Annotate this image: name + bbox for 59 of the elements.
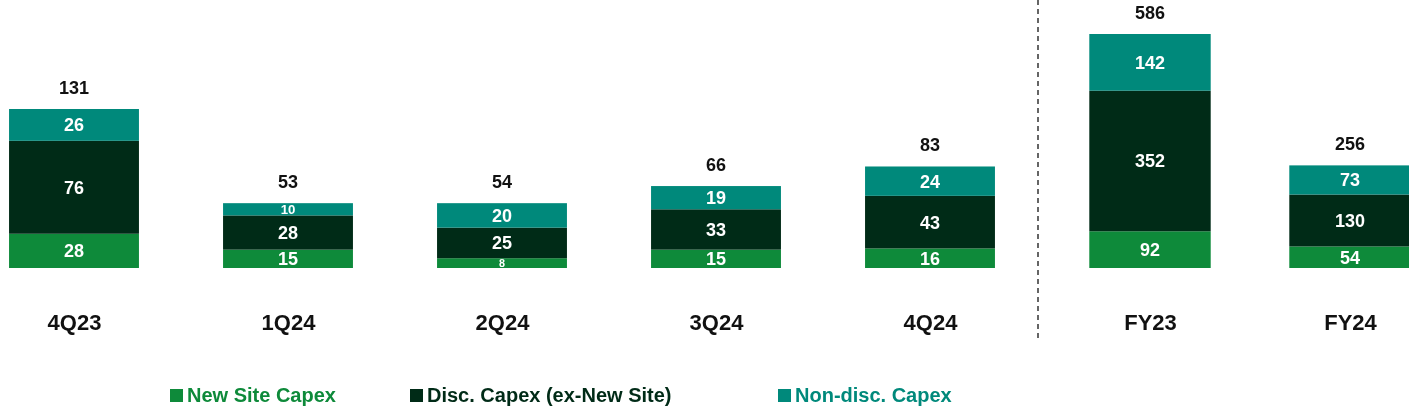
x-tick-label: 4Q24 (903, 309, 959, 335)
data-label: 26 (63, 115, 85, 136)
bar (437, 203, 567, 228)
x-tick-label: 3Q24 (689, 309, 745, 335)
legend-label: New Site Capex (187, 384, 336, 406)
bar (865, 195, 995, 249)
data-label: 25 (491, 233, 513, 254)
data-label: 73 (1339, 170, 1361, 191)
data-label: 19 (705, 188, 727, 209)
data-label: 10 (280, 202, 296, 218)
bar (1089, 34, 1211, 91)
bar (437, 227, 567, 259)
bar (1289, 246, 1409, 268)
bar (9, 233, 139, 268)
data-label: 92 (1139, 240, 1161, 261)
bar (651, 209, 781, 250)
bar (1089, 90, 1211, 232)
total-label: 83 (919, 135, 941, 156)
data-label: 15 (277, 249, 299, 270)
total-label: 586 (1134, 3, 1166, 23)
data-label: 54 (1339, 247, 1361, 268)
data-label: 15 (705, 249, 727, 270)
data-label: 130 (1334, 210, 1366, 231)
bar (223, 203, 353, 216)
bar (9, 140, 139, 234)
data-label: 16 (919, 248, 941, 269)
total-label: 54 (491, 172, 513, 193)
data-label: 28 (63, 241, 85, 262)
bar (865, 166, 995, 196)
data-label: 33 (705, 219, 727, 240)
bar (1089, 231, 1211, 268)
data-label: 28 (277, 223, 299, 244)
data-label: 20 (491, 205, 513, 226)
total-label: 53 (277, 172, 299, 193)
x-tick-label: 2Q24 (475, 309, 531, 335)
bar (223, 215, 353, 250)
data-label: 8 (499, 256, 505, 269)
bar (9, 109, 139, 141)
bar (437, 258, 567, 268)
data-label: 352 (1134, 151, 1166, 172)
x-tick-label: 4Q23 (47, 309, 102, 335)
total-label: 66 (705, 155, 727, 176)
data-label: 43 (919, 212, 941, 233)
legend-label: Disc. Capex (ex-New Site) (427, 384, 672, 406)
x-tick-label: FY23 (1124, 309, 1177, 335)
total-label: 256 (1334, 134, 1366, 155)
x-tick-label: FY24 (1324, 309, 1378, 335)
total-label: 131 (58, 78, 90, 98)
bar (223, 249, 353, 268)
legend-label: Non-disc. Capex (795, 384, 952, 406)
x-tick-label: 1Q24 (261, 309, 317, 335)
bar (1289, 165, 1409, 195)
data-label: 142 (1134, 52, 1166, 73)
bar (651, 249, 781, 268)
bar (1289, 194, 1409, 247)
data-label: 76 (63, 177, 85, 198)
bar (865, 248, 995, 268)
data-label: 24 (919, 171, 941, 192)
bar (651, 186, 781, 210)
